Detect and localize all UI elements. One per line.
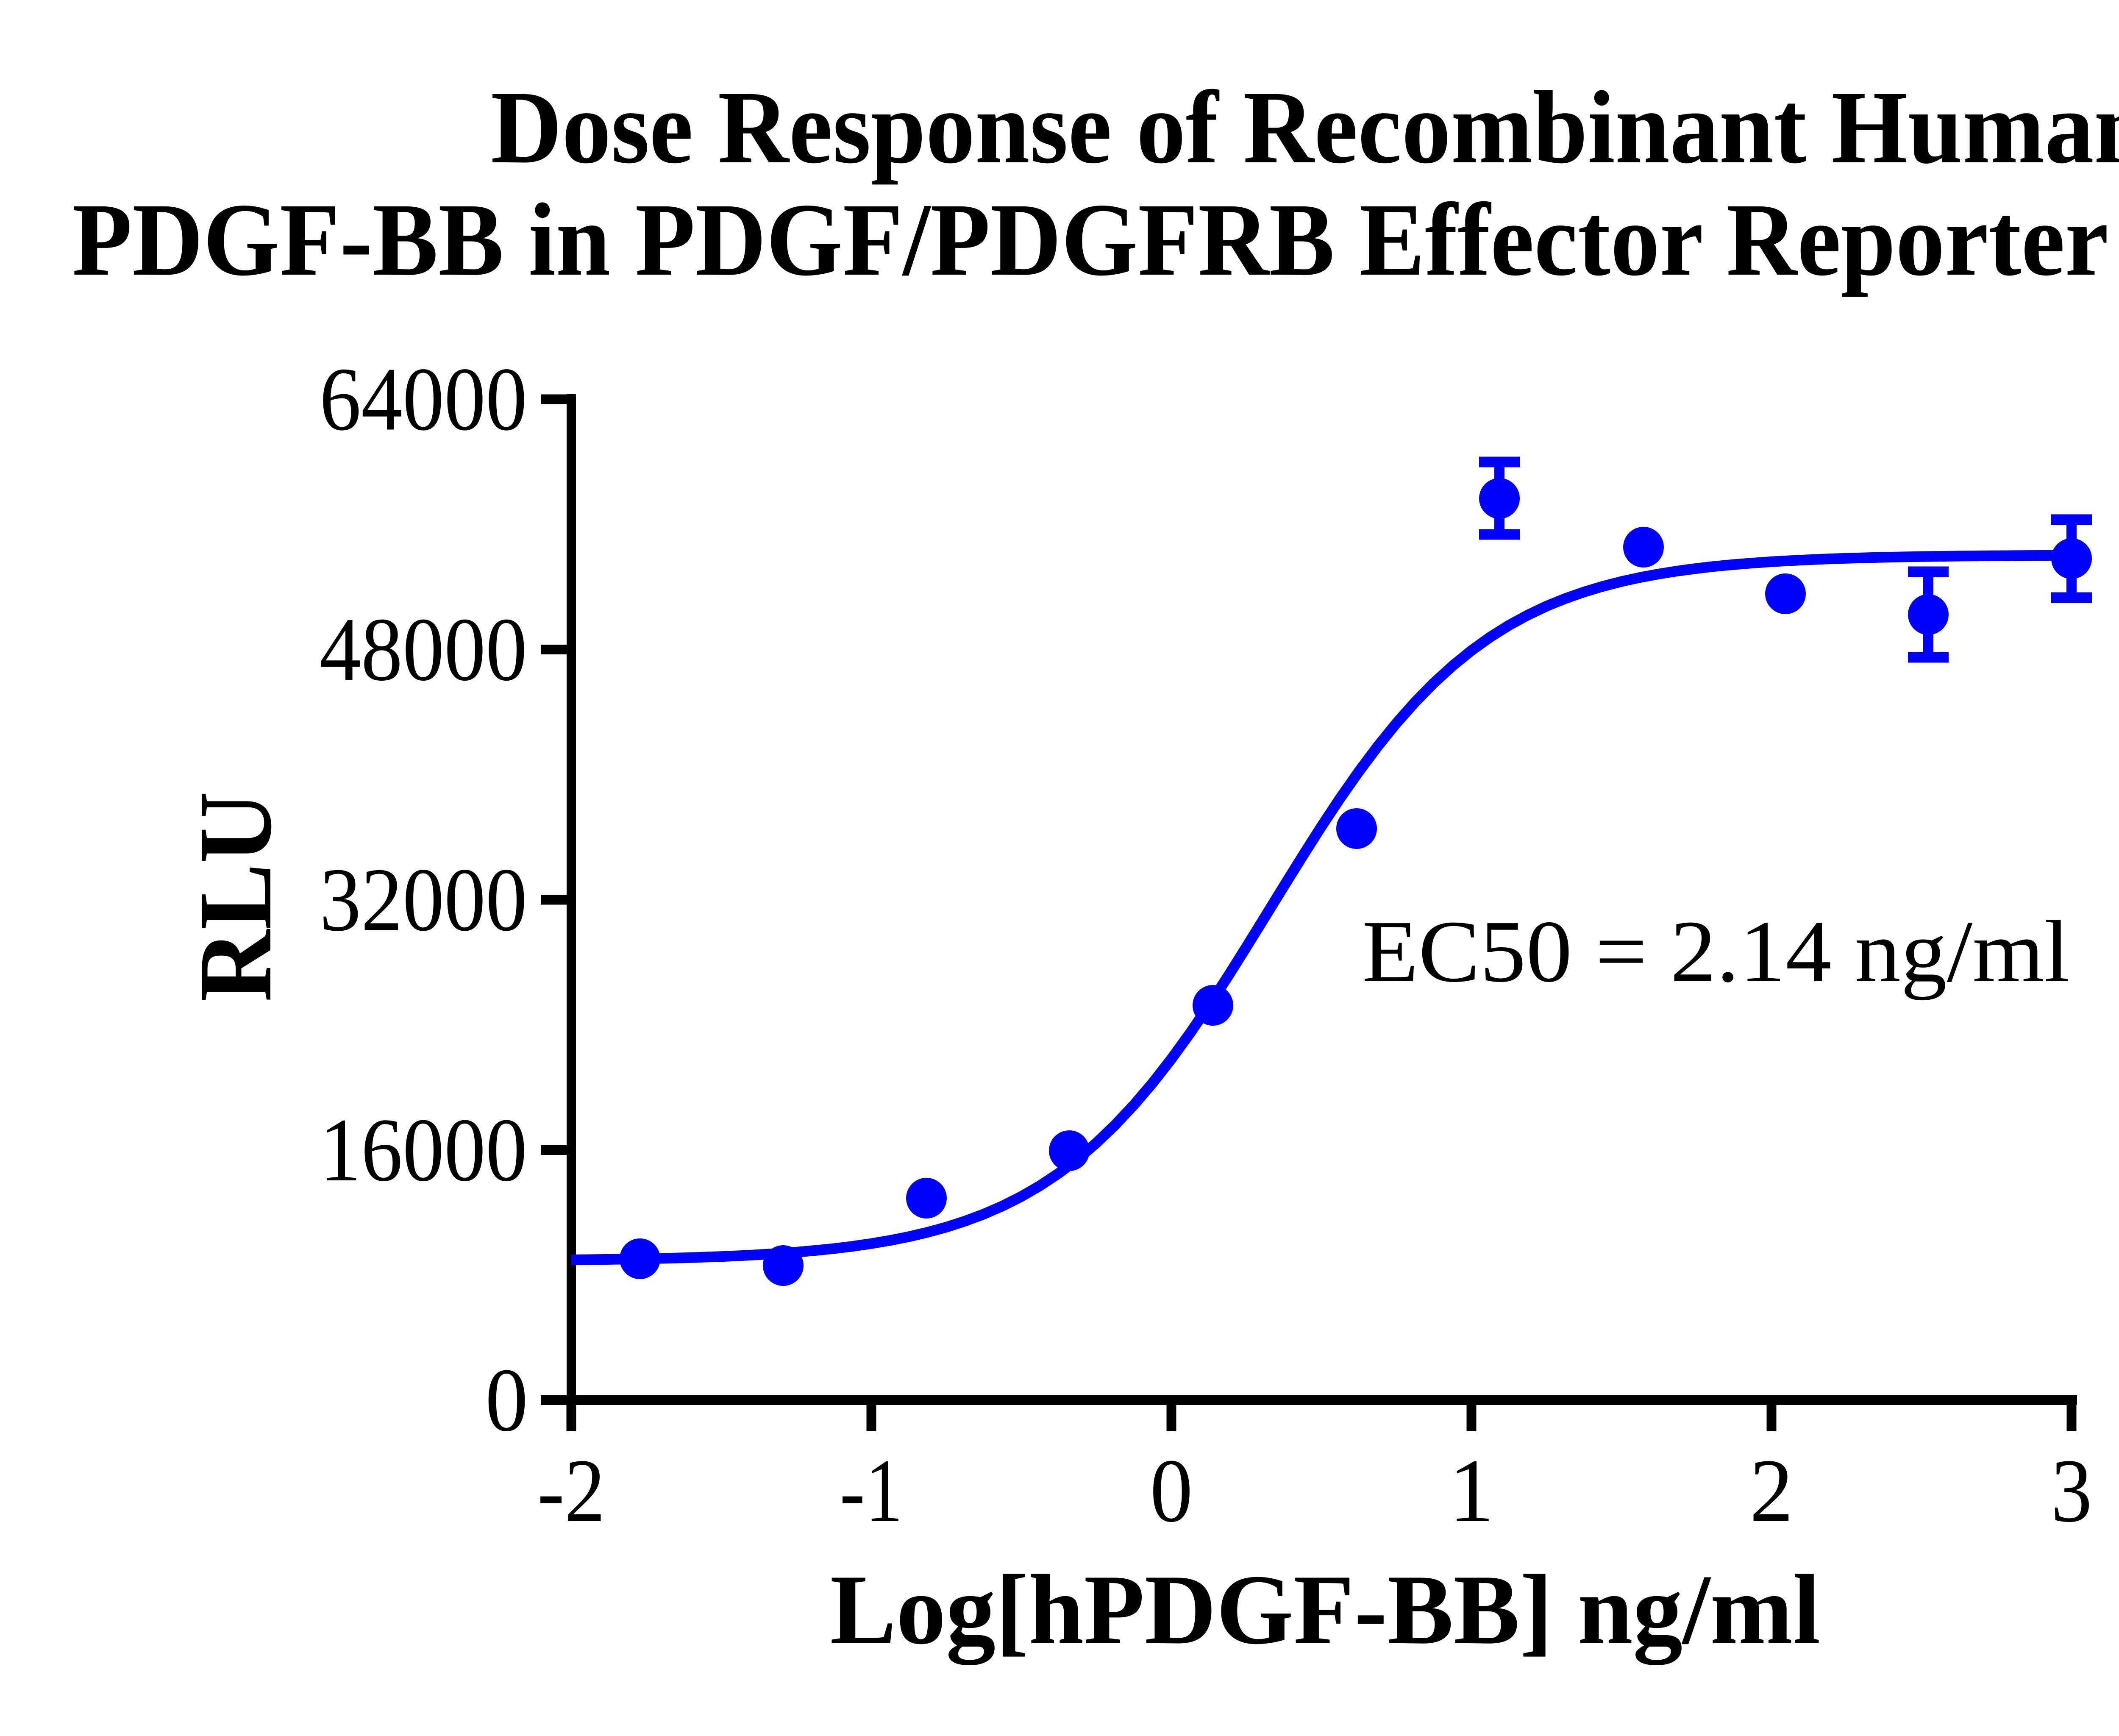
svg-text:0: 0 [1150,1441,1193,1541]
svg-text:-1: -1 [840,1441,903,1541]
svg-text:64000: 64000 [320,349,527,450]
svg-text:EC50 = 2.14 ng/ml: EC50 = 2.14 ng/ml [1362,903,2070,1001]
svg-text:32000: 32000 [320,850,527,950]
svg-text:3: 3 [2051,1441,2092,1541]
svg-text:RLU: RLU [178,791,293,1002]
svg-text:2: 2 [1750,1441,1794,1541]
svg-text:48000: 48000 [320,599,527,700]
svg-text:PDGF-BB in PDGF/PDGFRB Effecto: PDGF-BB in PDGF/PDGFRB Effector Reporter… [72,182,2119,298]
svg-text:1: 1 [1449,1441,1494,1541]
svg-text:Dose Response of Recombinant H: Dose Response of Recombinant Human [491,70,2119,185]
svg-text:-2: -2 [537,1441,605,1541]
svg-text:16000: 16000 [320,1100,527,1200]
svg-text:Log[hPDGF-BB] ng/ml: Log[hPDGF-BB] ng/ml [830,1555,1821,1665]
svg-text:0: 0 [485,1350,528,1450]
